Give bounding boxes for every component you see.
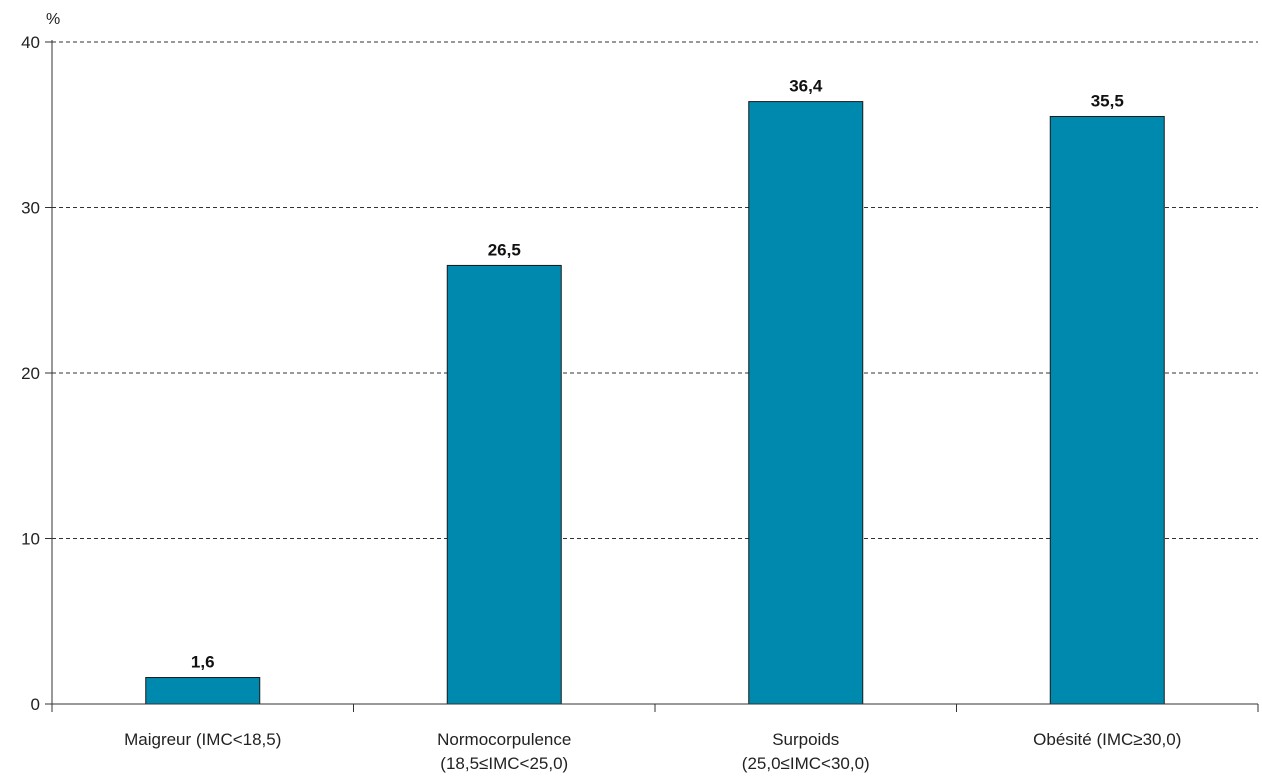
data-label: 36,4 [789,77,823,96]
data-label: 26,5 [488,240,521,259]
x-category-label: (18,5≤IMC<25,0) [440,754,568,773]
y-tick-label: 30 [21,199,40,218]
bars [145,101,1165,705]
bar [1049,115,1165,705]
x-category-label: Maigreur (IMC<18,5) [124,730,281,749]
data-label: 35,5 [1091,91,1124,110]
data-label: 1,6 [191,653,215,672]
y-axis-unit: % [46,11,60,28]
y-tick-label: 10 [21,530,40,549]
y-axis-ticks: 0 10 20 30 40 [21,33,52,714]
y-tick-label: 40 [21,33,40,52]
y-tick-label: 20 [21,364,40,383]
bar [145,677,261,705]
y-tick-label: 0 [31,695,40,714]
bar [446,264,562,705]
x-category-label: Obésité (IMC≥30,0) [1033,730,1181,749]
x-category-label: Surpoids [772,730,839,749]
x-axis-categories: Maigreur (IMC<18,5) Normocorpulence (18,5≤… [124,730,1181,773]
data-labels: 1,6 26,5 36,4 35,5 [191,77,1124,672]
bar [748,101,864,705]
x-category-label: Normocorpulence [437,730,571,749]
axes [51,40,1259,712]
x-category-label: (25,0≤IMC<30,0) [742,754,870,773]
